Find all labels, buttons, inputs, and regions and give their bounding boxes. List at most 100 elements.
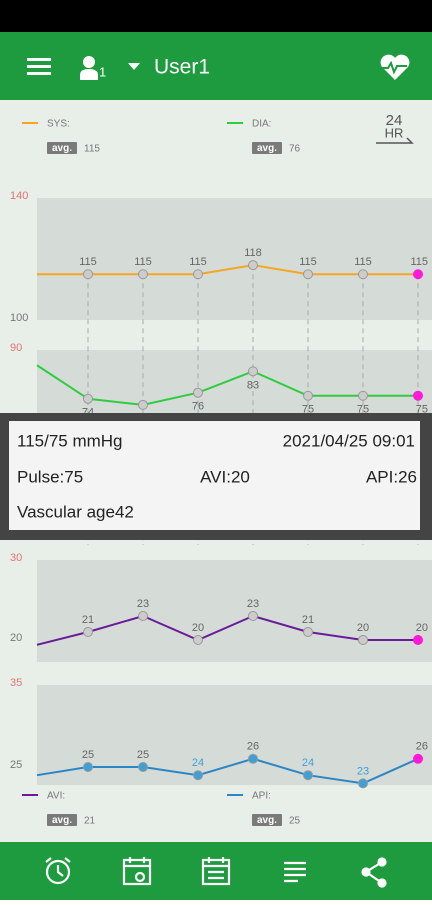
heart-icon[interactable] (380, 54, 410, 80)
data-point (83, 269, 93, 280)
data-point (303, 269, 313, 280)
data-point (193, 770, 203, 781)
plot-band (37, 685, 432, 785)
data-label: 76 (192, 401, 204, 413)
data-point (83, 393, 93, 404)
data-point (248, 611, 258, 621)
data-point (358, 269, 368, 280)
y-tick-label: 35 (10, 677, 22, 689)
data-label: 21 (302, 614, 314, 626)
y-tick-label: 25 (10, 759, 22, 771)
data-point (358, 390, 368, 401)
data-point (303, 390, 313, 401)
y-tick-label: 20 (10, 632, 22, 644)
data-label: 75 (416, 404, 428, 416)
data-label: 24 (302, 757, 314, 769)
popup-time: 2021/04/25 09:01 (283, 431, 415, 450)
avg-value: 115 (84, 144, 100, 155)
data-label: 115 (79, 256, 97, 268)
popup-vascular-age: Vascular age42 (17, 502, 134, 521)
avg-value: 25 (289, 816, 301, 827)
data-point (83, 762, 93, 772)
data-point (193, 269, 203, 280)
user-name[interactable]: User1 (154, 56, 210, 79)
y-tick-label: 140 (10, 190, 28, 202)
popup-api: API:26 (366, 467, 417, 486)
user-icon[interactable] (80, 56, 98, 80)
data-point (358, 635, 368, 645)
data-point (248, 260, 258, 271)
data-point (83, 627, 93, 637)
legend-label: SYS: (47, 119, 70, 130)
data-label: 23 (137, 598, 149, 610)
legend-label: DIA: (252, 119, 271, 130)
data-point (303, 770, 313, 781)
data-label: 20 (192, 622, 204, 634)
avg-value: 76 (289, 144, 301, 155)
range-icon-number: 24 (386, 112, 403, 129)
avg-badge (47, 814, 77, 826)
avg-badge-label: avg. (257, 143, 277, 154)
status-bar (0, 0, 432, 32)
data-point (138, 611, 148, 621)
data-label: 75 (357, 404, 369, 416)
data-label: 26 (416, 741, 428, 753)
plot-band (37, 560, 432, 662)
popup-avi: AVI:20 (200, 467, 250, 486)
series-line (36, 614, 418, 646)
y-tick-label: 90 (10, 342, 22, 354)
data-label: 75 (302, 404, 314, 416)
data-point (303, 627, 313, 637)
data-point (413, 269, 423, 280)
share-button[interactable] (361, 857, 387, 888)
popup (9, 421, 420, 530)
data-label: 115 (299, 256, 317, 268)
calendar-search-button[interactable] (122, 857, 152, 886)
menu-button[interactable] (27, 58, 51, 75)
legend-label: API: (252, 791, 271, 802)
y-tick-label: 100 (10, 312, 28, 324)
legend-label: AVI: (47, 791, 65, 802)
plot-band (37, 198, 432, 320)
data-label: 115 (410, 256, 428, 268)
data-point (138, 399, 148, 410)
avg-badge-label: avg. (52, 815, 72, 826)
list-button[interactable] (284, 861, 306, 883)
data-point (413, 390, 423, 401)
avg-badge-label: avg. (52, 143, 72, 154)
data-point (413, 635, 423, 645)
series-line (36, 757, 419, 785)
popup-pulse: Pulse:75 (17, 467, 83, 486)
data-point (138, 269, 148, 280)
y-tick-label: 30 (10, 552, 22, 564)
dropdown-arrow[interactable] (128, 63, 140, 70)
avg-badge (47, 142, 77, 154)
calendar-button[interactable] (201, 857, 231, 886)
avg-badge-label: avg. (257, 815, 277, 826)
data-label: 23 (357, 765, 369, 777)
avg-value: 21 (84, 816, 96, 827)
data-point (138, 762, 148, 772)
data-label: 25 (82, 749, 94, 761)
data-point (413, 753, 423, 764)
data-label: 24 (192, 757, 204, 769)
data-label: 118 (244, 247, 262, 259)
range-icon[interactable]: 24 HR (376, 112, 414, 144)
data-point (193, 635, 203, 645)
data-point (358, 778, 368, 789)
data-point (248, 753, 258, 764)
range-icon-unit: HR (385, 125, 404, 140)
data-label: 20 (357, 622, 369, 634)
data-label: 21 (82, 614, 94, 626)
alarm-button[interactable] (45, 857, 71, 885)
data-point (193, 387, 203, 398)
data-label: 115 (189, 256, 207, 268)
data-label: 20 (416, 622, 428, 634)
avg-badge (252, 142, 282, 154)
series-line (37, 264, 418, 276)
avg-badge (252, 814, 282, 826)
popup-bp: 115/75 mmHg (17, 431, 123, 450)
data-label: 115 (354, 256, 372, 268)
data-label: 25 (137, 749, 149, 761)
data-label: 83 (247, 379, 259, 391)
